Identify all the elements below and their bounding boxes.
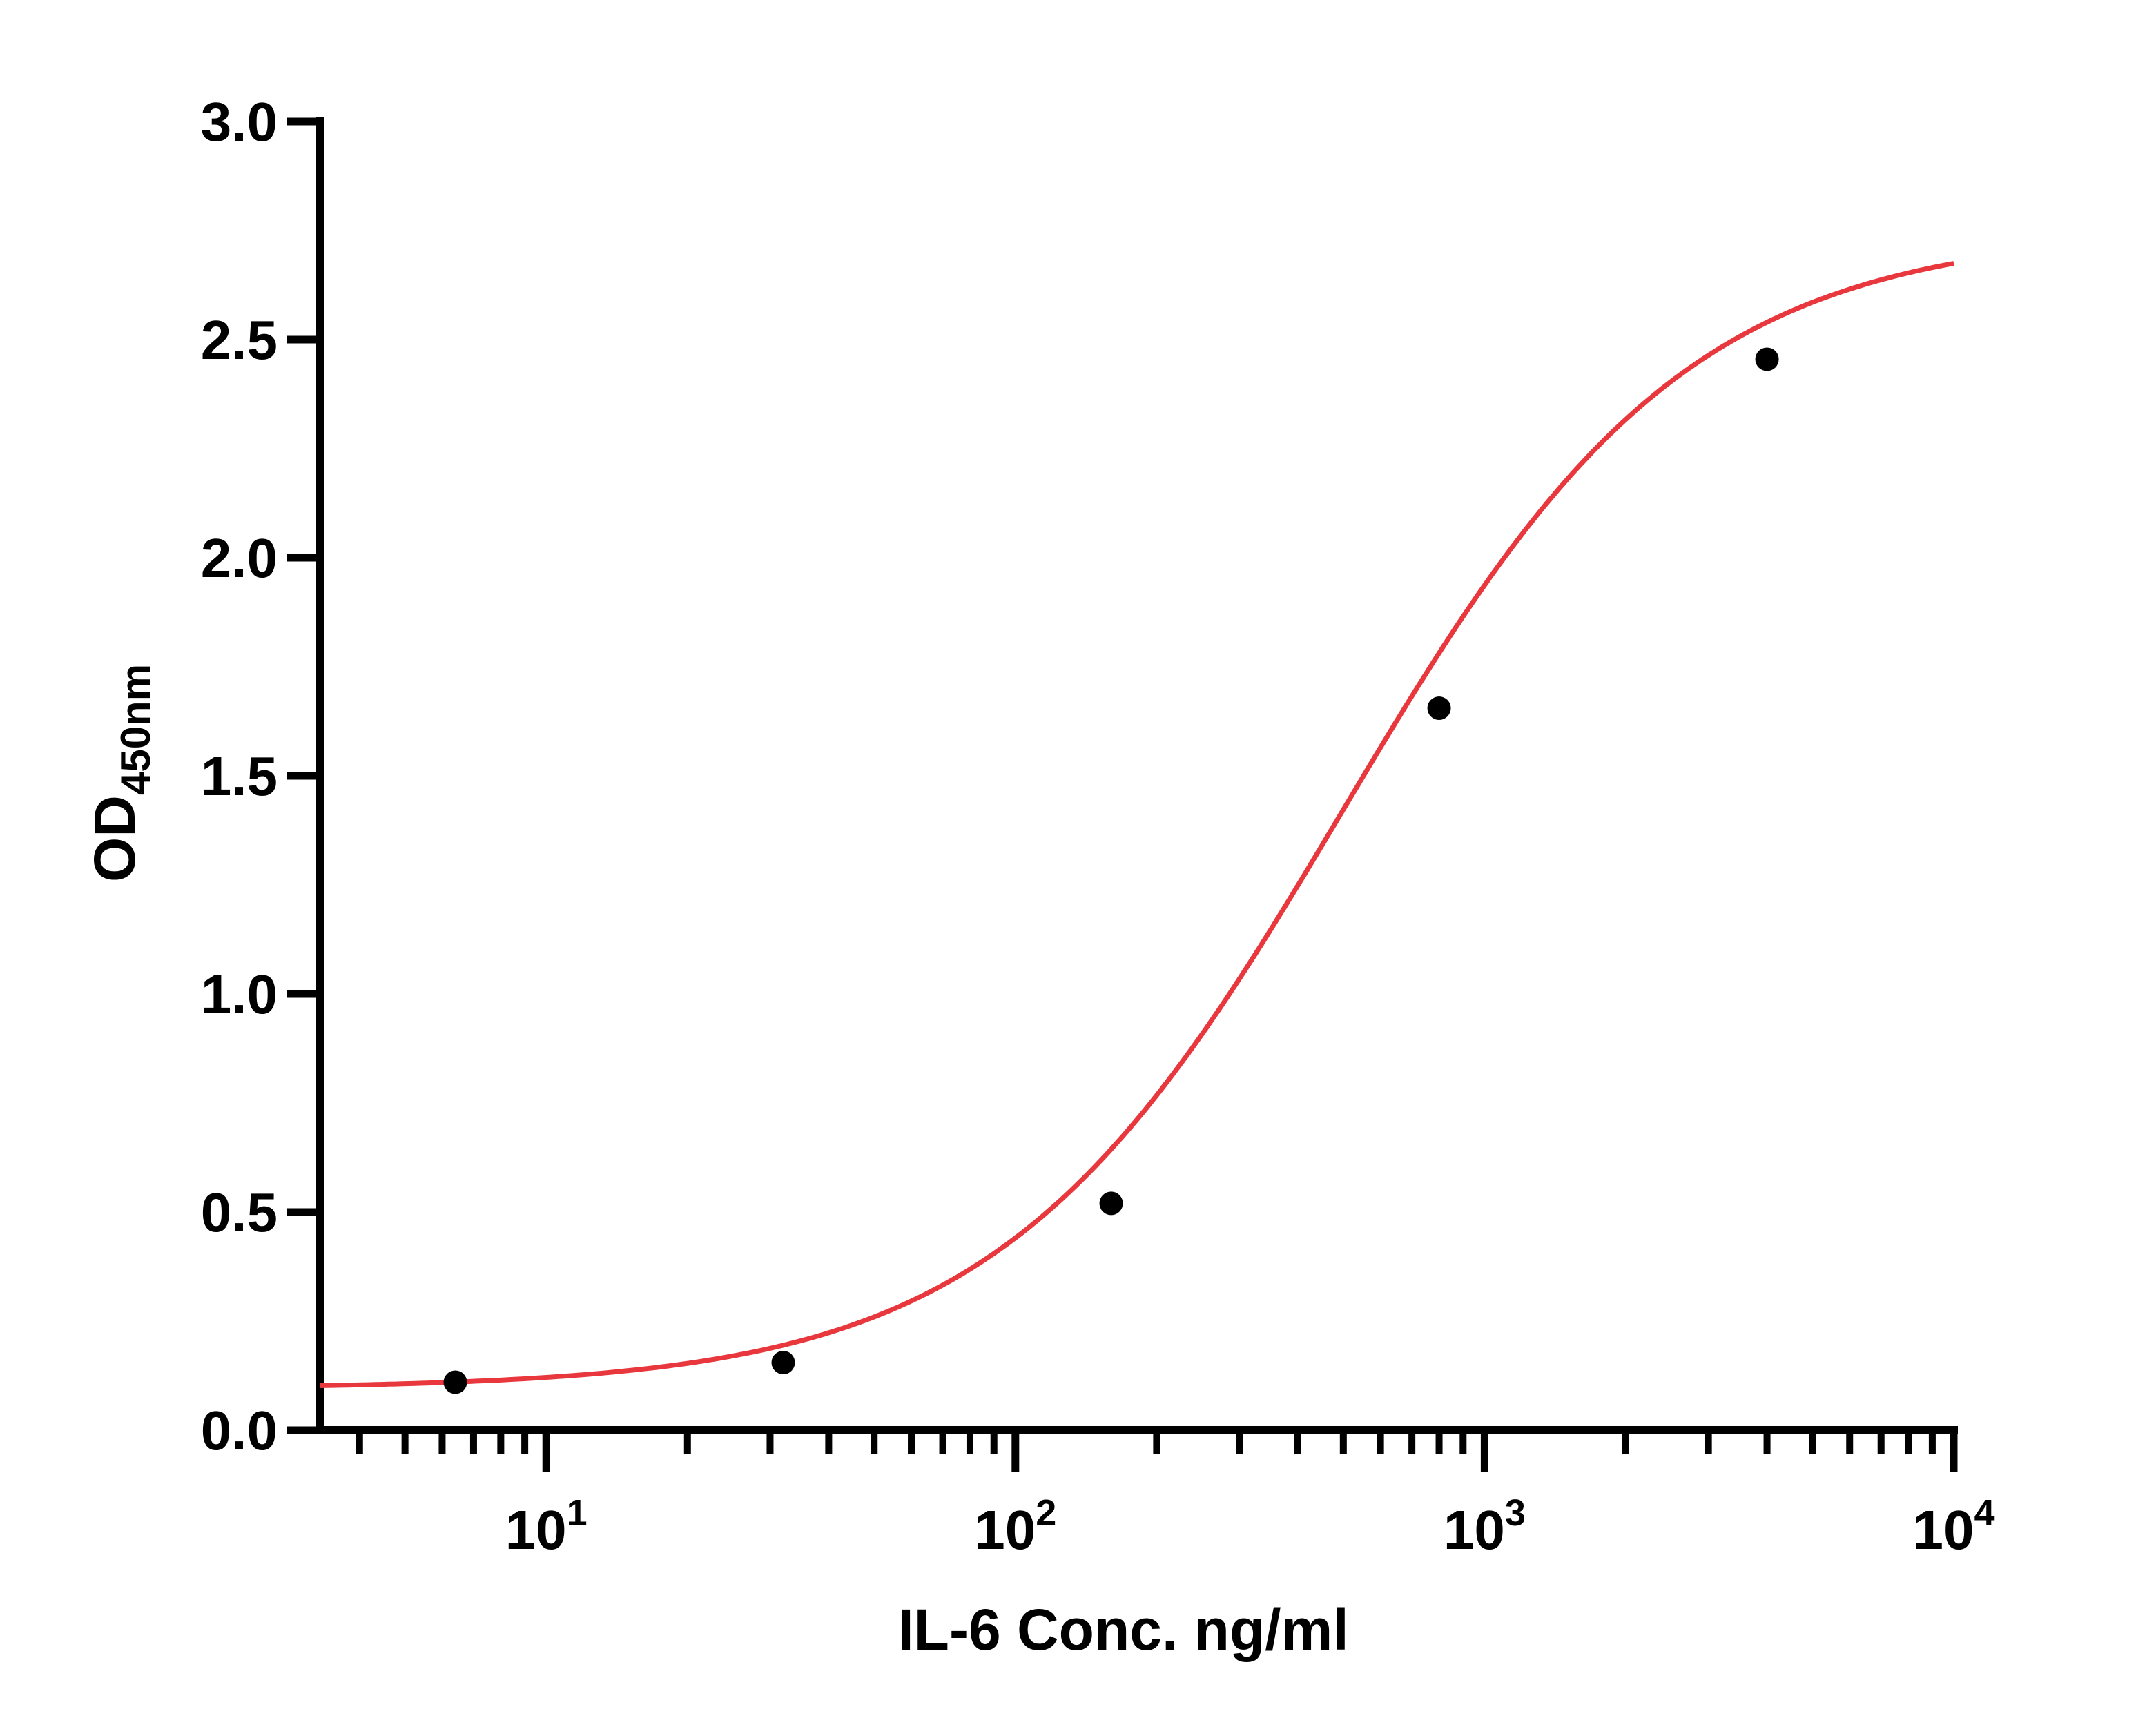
y-tick-label: 2.5: [201, 309, 278, 371]
fit-curve: [320, 261, 1954, 1388]
data-point: [1427, 696, 1451, 721]
data-point: [1755, 347, 1779, 371]
y-tick-label: 0.5: [201, 1182, 278, 1243]
y-tick-labels: 0.0 0.5 1.0 1.5 2.0 2.5 3.0: [201, 91, 278, 1461]
data-point: [443, 1370, 467, 1394]
x-axis-title: IL-6 Conc. ng/ml: [897, 1597, 1348, 1662]
y-axis-title-subscript: 450nm: [113, 664, 159, 795]
y-tick-label: 2.0: [201, 527, 278, 589]
x-major-ticks: [542, 1430, 1958, 1472]
x-tick-labels: 101 102 103 104: [505, 1492, 1995, 1561]
x-tick-label: 102: [974, 1492, 1056, 1561]
data-point: [1099, 1191, 1123, 1216]
x-tick-label: 103: [1444, 1492, 1526, 1561]
x-tick-label: 104: [1912, 1492, 1994, 1561]
x-tick-label: 101: [505, 1492, 587, 1561]
data-points: [443, 347, 1779, 1394]
data-point: [771, 1351, 795, 1375]
y-tick-label: 0.0: [201, 1400, 278, 1461]
y-axis-title-main: OD: [82, 795, 147, 882]
y-tick-label: 1.0: [201, 964, 278, 1025]
y-major-ticks: [287, 117, 320, 1434]
y-tick-label: 1.5: [201, 745, 278, 807]
y-tick-label: 3.0: [201, 91, 278, 153]
y-axis-title: OD450nm: [82, 664, 159, 882]
